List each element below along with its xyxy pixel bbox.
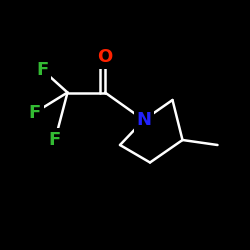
Text: O: O <box>98 48 112 66</box>
Text: F: F <box>36 61 48 79</box>
Text: F: F <box>29 104 41 122</box>
Text: N: N <box>136 111 151 129</box>
Text: F: F <box>49 131 61 149</box>
